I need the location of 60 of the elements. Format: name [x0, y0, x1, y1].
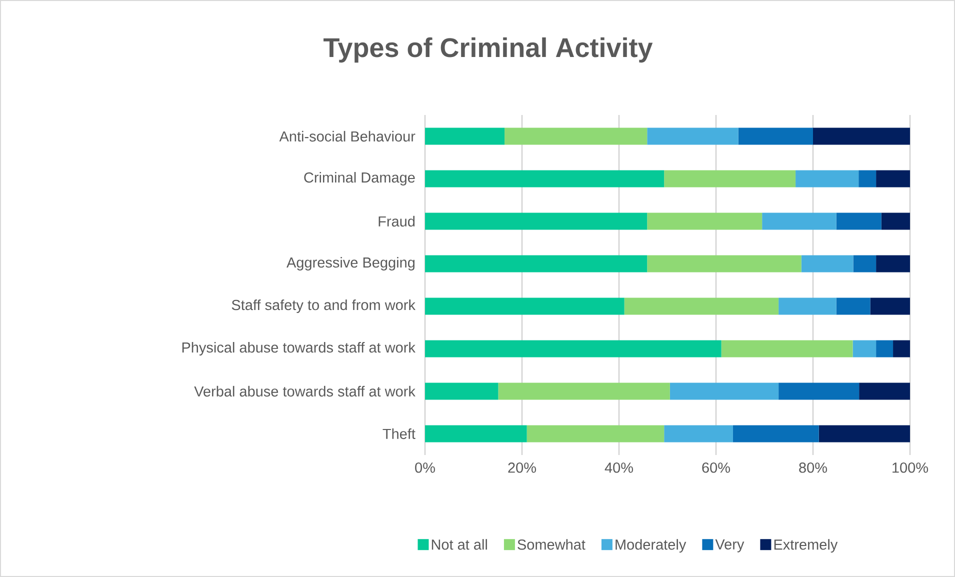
bar [498, 382, 670, 400]
bar [876, 340, 894, 358]
chart-title: Types of Criminal Activity [324, 37, 653, 63]
bar [853, 255, 876, 272]
y-tick-label: Anti-social Behaviour [279, 130, 416, 142]
bar [425, 255, 648, 272]
bar [732, 425, 819, 442]
y-tick-label: Staff safety to and from work [232, 299, 416, 314]
bar [859, 382, 910, 400]
legend-label: Somewhat [518, 539, 586, 550]
bar [670, 382, 779, 400]
bar [876, 170, 910, 188]
legend-label: Extremely [774, 539, 838, 553]
x-tick-label: 80% [799, 462, 828, 473]
bar [425, 382, 498, 400]
bar [870, 298, 910, 315]
y-tick-label: Aggressive Begging [286, 256, 415, 271]
bar [836, 212, 882, 230]
bar [664, 425, 733, 442]
bar [778, 382, 860, 400]
bar [425, 212, 648, 230]
legend-label: Very [715, 539, 744, 552]
bar [876, 255, 910, 272]
y-tick-label: Verbal abuse towards staff at work [194, 386, 416, 397]
bar [504, 128, 648, 145]
legend-label: Moderately [616, 539, 686, 553]
y-tick-label: Criminal Damage [304, 172, 415, 186]
y-tick-label: Theft [382, 428, 416, 440]
bar [858, 170, 876, 188]
bar [647, 212, 762, 230]
bar [818, 425, 910, 442]
bar [647, 255, 802, 272]
bar [801, 255, 854, 272]
bar [881, 212, 910, 230]
bar [796, 170, 859, 188]
x-tick-label: 60% [702, 462, 730, 473]
bar [893, 340, 910, 358]
bar [425, 298, 624, 315]
bar [425, 340, 722, 358]
bar [526, 425, 664, 442]
x-tick-label: 0% [415, 462, 435, 473]
bar [721, 340, 853, 358]
bar [813, 128, 910, 145]
y-tick-label: Fraud [378, 216, 415, 227]
x-tick-label: 100% [892, 462, 928, 473]
bar [852, 340, 876, 358]
bar [425, 128, 505, 145]
bar [836, 298, 870, 315]
bar [778, 298, 836, 315]
x-tick-label: 40% [604, 462, 634, 473]
y-tick-label: Physical abuse towards staff at work [182, 342, 416, 356]
legend-label: Not at all [432, 539, 487, 550]
bar [425, 170, 664, 188]
bar [738, 128, 813, 145]
bar [762, 212, 836, 230]
bar [664, 170, 796, 188]
bar [624, 298, 779, 315]
bar [647, 128, 738, 145]
x-tick-label: 20% [508, 462, 536, 473]
bar [425, 425, 527, 442]
